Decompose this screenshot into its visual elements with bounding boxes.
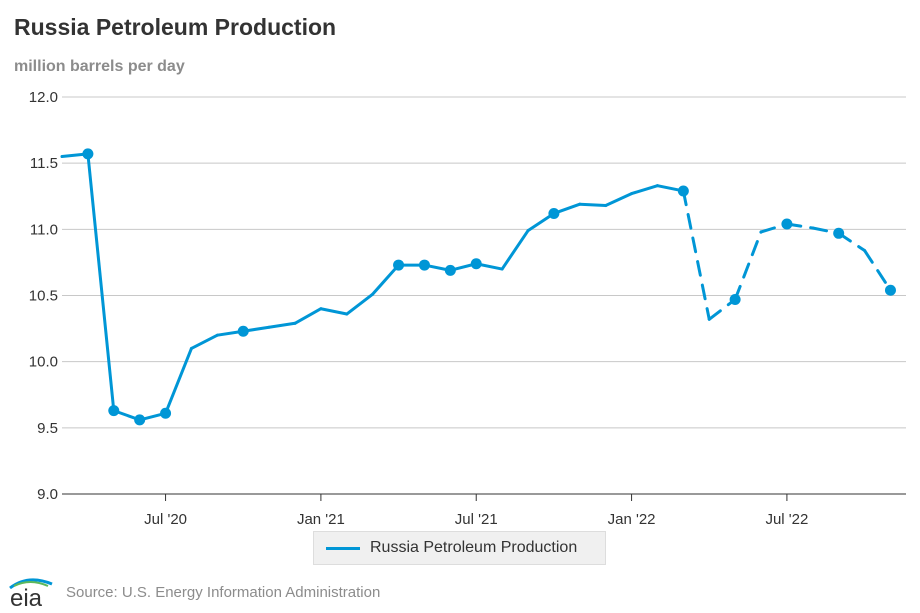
y-axis-ticks: 12.0 11.5 11.0 10.5 10.0 9.5 9.0 bbox=[29, 89, 58, 503]
x-tick-label: Jan '21 bbox=[297, 511, 345, 528]
data-point bbox=[470, 258, 482, 270]
line-chart: 12.0 11.5 11.0 10.5 10.0 9.5 9.0 Jul '20 Jan '2… bbox=[29, 89, 906, 528]
legend-swatch bbox=[326, 547, 360, 550]
gridlines bbox=[62, 96, 906, 495]
series-segment bbox=[733, 230, 763, 301]
series-segment bbox=[293, 307, 323, 325]
data-point bbox=[729, 293, 741, 305]
data-point bbox=[781, 218, 793, 230]
y-tick-label: 11.0 bbox=[30, 221, 58, 238]
chart-title: Russia Petroleum Production bbox=[14, 14, 337, 40]
data-point bbox=[82, 148, 94, 160]
series-segment bbox=[86, 152, 116, 413]
y-tick-label: 11.5 bbox=[30, 155, 58, 172]
data-point bbox=[237, 325, 249, 337]
series-markers bbox=[82, 148, 896, 426]
source-text: Source: U.S. Energy Information Administ… bbox=[66, 584, 381, 601]
x-tick-label: Jan '22 bbox=[608, 511, 656, 528]
series-segment bbox=[681, 189, 711, 321]
data-point bbox=[134, 414, 146, 426]
series-segment bbox=[164, 346, 193, 415]
y-tick-label: 9.5 bbox=[37, 420, 58, 437]
series-segment bbox=[267, 321, 297, 329]
eia-logo-icon: eia bbox=[9, 578, 53, 608]
series-segment bbox=[630, 184, 659, 196]
legend[interactable]: Russia Petroleum Production bbox=[313, 531, 606, 565]
data-point bbox=[444, 264, 456, 276]
logo-text: eia bbox=[10, 585, 43, 608]
x-tick-label: Jul '20 bbox=[144, 511, 187, 528]
series-segment bbox=[863, 249, 892, 292]
data-point bbox=[677, 185, 689, 197]
y-tick-label: 10.0 bbox=[29, 354, 58, 371]
series-segment bbox=[578, 202, 608, 208]
data-point bbox=[160, 407, 172, 419]
chart-subtitle: million barrels per day bbox=[14, 58, 185, 75]
series-segment bbox=[189, 333, 219, 350]
data-point bbox=[393, 259, 405, 271]
data-point bbox=[108, 405, 120, 417]
series-segment bbox=[371, 263, 401, 296]
data-point bbox=[884, 284, 896, 296]
data-point bbox=[833, 227, 845, 239]
series-segment bbox=[345, 292, 375, 316]
y-tick-label: 9.0 bbox=[37, 486, 58, 503]
series-segment bbox=[811, 226, 841, 235]
data-point bbox=[548, 207, 560, 219]
x-tick-label: Jul '22 bbox=[765, 511, 808, 528]
series-segment bbox=[500, 229, 530, 271]
series-segment bbox=[604, 192, 634, 208]
series-segment bbox=[319, 307, 349, 316]
series-lines bbox=[60, 152, 892, 422]
y-tick-label: 10.5 bbox=[29, 288, 58, 305]
x-tick-label: Jul '21 bbox=[455, 511, 498, 528]
y-tick-label: 12.0 bbox=[29, 89, 58, 106]
legend-label: Russia Petroleum Production bbox=[370, 539, 578, 556]
data-point bbox=[418, 259, 430, 271]
x-axis: Jul '20 Jan '21 Jul '21 Jan '22 Jul '22 bbox=[144, 494, 808, 528]
